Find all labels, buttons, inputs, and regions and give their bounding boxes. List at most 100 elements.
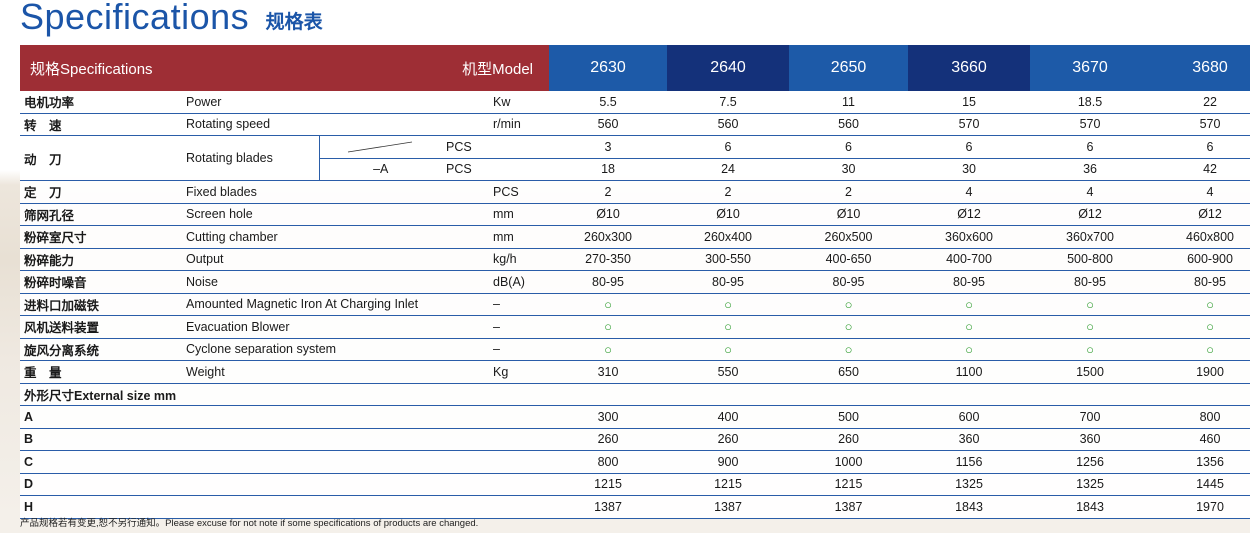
footer-note: 产品规格若有变更,恕不另行通知。Please excuse for not no… (20, 518, 479, 529)
spec-unit: dB(A) (489, 270, 550, 294)
option-circle: ○ (789, 293, 909, 316)
spec-value: 1445 (1150, 473, 1250, 496)
spec-value: 1215 (667, 473, 790, 496)
option-circle: ○ (549, 315, 668, 339)
spec-value: 15 (908, 91, 1031, 114)
spec-value: 800 (1150, 405, 1250, 429)
spec-unit: kg/h (489, 248, 550, 271)
option-circle: ○ (667, 315, 790, 339)
spec-value: Ø12 (1150, 203, 1250, 226)
model-header: 2650 (789, 45, 909, 91)
spec-name-en: Fixed blades (182, 180, 489, 204)
spec-value: 30 (789, 158, 909, 181)
spec-name-cn: 粉碎时噪音 (20, 270, 182, 294)
spec-name-cn: 转 速 (20, 113, 182, 136)
spec-value: Ø12 (908, 203, 1031, 226)
spec-value: 7.5 (667, 91, 790, 114)
spec-row: 进料口加磁铁 Amounted Magnetic Iron At Charging… (20, 293, 1250, 316)
blade-variant-a: –A (318, 158, 442, 181)
spec-unit: – (489, 338, 550, 361)
spec-value: 80-95 (667, 270, 790, 294)
option-circle: ○ (549, 338, 668, 361)
spec-value: 22 (1150, 91, 1250, 114)
spec-row: 电机功率 Power Kw 5.5 7.5 11 15 18.5 22 (20, 91, 1250, 114)
spec-value: 260x300 (549, 225, 668, 249)
spec-row: 旋风分离系统 Cyclone separation system – ○ ○ ○ ○ ○ ○ (20, 338, 1250, 361)
spec-value: 360x700 (1030, 225, 1151, 249)
spec-value: 11 (789, 91, 909, 114)
dimension-label: D (20, 473, 550, 496)
spec-row: 重 量 Weight Kg 310 550 650 1100 1500 1900 (20, 360, 1250, 384)
spec-value: 500-800 (1030, 248, 1151, 271)
spec-value: 80-95 (908, 270, 1031, 294)
option-circle: ○ (1150, 315, 1250, 339)
spec-name-en: Cutting chamber (182, 225, 489, 249)
spec-value: 4 (1150, 180, 1250, 204)
spec-value: 1325 (1030, 473, 1151, 496)
spec-value: 6 (908, 135, 1031, 159)
dimension-label: H (20, 495, 550, 519)
spec-value: 1970 (1150, 495, 1250, 519)
spec-row: 风机送料装置 Evacuation Blower – ○ ○ ○ ○ ○ ○ (20, 315, 1250, 339)
header-row: 规格Specifications 机型Model 2630 2640 2650 … (20, 45, 1250, 91)
spec-unit: mm (489, 203, 550, 226)
spec-value: 270-350 (549, 248, 668, 271)
spec-value: 260 (549, 428, 668, 451)
spec-name-en: Power (182, 91, 489, 114)
dimension-label: B (20, 428, 550, 451)
spec-value: 80-95 (1030, 270, 1151, 294)
spec-value: 1256 (1030, 450, 1151, 474)
blade-variant-standard (318, 135, 442, 159)
spec-unit: PCS (442, 135, 550, 159)
external-size-label: 外形尺寸External size mm (20, 383, 1250, 406)
spec-value: 360 (1030, 428, 1151, 451)
spec-value: Ø10 (789, 203, 909, 226)
spec-value: 30 (908, 158, 1031, 181)
spec-value: 42 (1150, 158, 1250, 181)
spec-value: 550 (667, 360, 790, 384)
spec-unit: Kg (489, 360, 550, 384)
spec-value: 570 (908, 113, 1031, 136)
spec-value: 6 (789, 135, 909, 159)
spec-value: 1500 (1030, 360, 1151, 384)
spec-value: 1100 (908, 360, 1031, 384)
spec-row: 转 速 Rotating speed r/min 560 560 560 570 570 570 (20, 113, 1250, 136)
spec-table: 规格Specifications 机型Model 2630 2640 2650 … (20, 45, 1250, 519)
dimension-label: C (20, 450, 550, 474)
spec-value: 6 (1030, 135, 1151, 159)
spec-name-en: Cyclone separation system (182, 338, 489, 361)
spec-value: 5.5 (549, 91, 668, 114)
option-circle: ○ (789, 338, 909, 361)
option-circle: ○ (908, 338, 1031, 361)
external-size-row: C 800 900 1000 1156 1256 1356 (20, 450, 1250, 474)
diagonal-line-icon (347, 141, 412, 153)
spec-name-cn: 重 量 (20, 360, 182, 384)
spec-name-en: Screen hole (182, 203, 489, 226)
spec-value: 600-900 (1150, 248, 1250, 271)
spec-name-en: Evacuation Blower (182, 315, 489, 339)
spec-value: 1156 (908, 450, 1031, 474)
spec-name-cn: 电机功率 (20, 91, 182, 114)
option-circle: ○ (1030, 293, 1151, 316)
option-circle: ○ (549, 293, 668, 316)
spec-row-blades: 动 刀 Rotating blades PCS 3 6 6 6 6 6 (20, 135, 1250, 181)
option-circle: ○ (1150, 293, 1250, 316)
model-header: 3670 (1030, 45, 1151, 91)
spec-value: 560 (789, 113, 909, 136)
spec-value: 360 (908, 428, 1031, 451)
spec-value: 80-95 (549, 270, 668, 294)
external-size-row: A 300 400 500 600 700 800 (20, 405, 1250, 429)
spec-value: 260x400 (667, 225, 790, 249)
spec-value: 560 (549, 113, 668, 136)
external-size-row: B 260 260 260 360 360 460 (20, 428, 1250, 451)
spec-value: 1215 (549, 473, 668, 496)
spec-value: 80-95 (789, 270, 909, 294)
option-circle: ○ (667, 338, 790, 361)
option-circle: ○ (1150, 338, 1250, 361)
header-spec-label: 规格Specifications (20, 45, 319, 91)
spec-value: 1387 (667, 495, 790, 519)
spec-value: 600 (908, 405, 1031, 429)
dimension-label: A (20, 405, 550, 429)
spec-value: Ø10 (667, 203, 790, 226)
spec-value: 36 (1030, 158, 1151, 181)
